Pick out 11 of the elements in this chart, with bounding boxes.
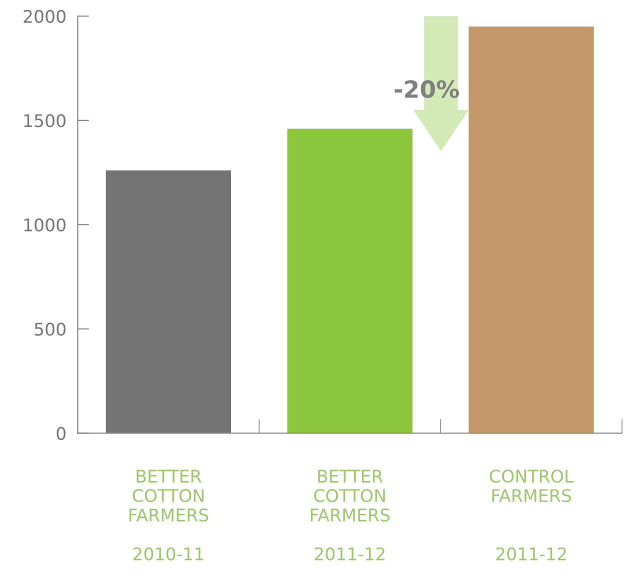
bar: [287, 128, 412, 434]
y-tick-label: 0: [56, 426, 66, 440]
y-tick-label: 2000: [24, 10, 66, 23]
category-label: BETTER COTTON FARMERS 2011-12: [310, 470, 390, 560]
bar: [468, 26, 594, 434]
y-tick-label: 500: [34, 322, 66, 336]
bar: [106, 170, 232, 434]
category-label: BETTER COTTON FARMERS 2010-11: [129, 470, 208, 560]
y-tick-label: 1500: [24, 114, 66, 128]
y-tick-label: 1000: [24, 218, 66, 232]
category-label: CONTROL FARMERS 2011-12: [490, 470, 574, 560]
